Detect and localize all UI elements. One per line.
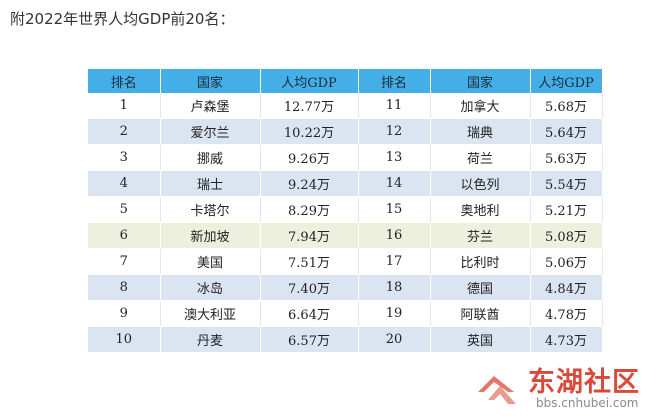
cell-country: 英国 [430,326,531,353]
header-country: 国家 [160,69,261,93]
donghu-logo-icon [478,376,516,404]
cell-country: 美国 [160,248,261,275]
cell-country: 新加坡 [160,222,261,249]
cell-rank: 14 [358,170,431,197]
cell-rank: 13 [358,144,431,171]
table-row: 10 丹麦 6.57万 20 英国 4.73万 [88,326,603,353]
cell-country: 比利时 [430,248,531,275]
cell-rank: 19 [358,300,431,327]
cell-gdp: 4.73万 [530,326,603,353]
cell-country: 爱尔兰 [160,118,261,145]
cell-rank: 8 [88,274,161,301]
cell-gdp: 6.57万 [260,326,359,353]
site-watermark: 东湖社区 bbs.cnhubei.com [474,360,660,414]
cell-rank: 18 [358,274,431,301]
cell-gdp: 5.08万 [530,222,603,249]
cell-country: 奥地利 [430,196,531,223]
cell-gdp: 5.63万 [530,144,603,171]
cell-gdp: 10.22万 [260,118,359,145]
cell-gdp: 8.29万 [260,196,359,223]
header-country-2: 国家 [430,69,531,93]
header-rank-2: 排名 [358,69,431,93]
cell-gdp: 5.68万 [530,93,603,119]
cell-country: 德国 [430,274,531,301]
cell-rank: 15 [358,196,431,223]
cell-rank: 20 [358,326,431,353]
cell-country: 瑞典 [430,118,531,145]
cell-rank: 4 [88,170,161,197]
cell-gdp: 9.24万 [260,170,359,197]
cell-country: 芬兰 [430,222,531,249]
cell-gdp: 6.64万 [260,300,359,327]
cell-gdp: 4.84万 [530,274,603,301]
cell-country: 冰岛 [160,274,261,301]
cell-rank: 17 [358,248,431,275]
cell-rank: 10 [88,326,161,353]
table-row: 4 瑞士 9.24万 14 以色列 5.54万 [88,170,603,197]
header-gdp: 人均GDP [260,69,359,93]
cell-country: 瑞士 [160,170,261,197]
cell-country: 阿联酋 [430,300,531,327]
table-row: 6 新加坡 7.94万 16 芬兰 5.08万 [88,222,603,249]
cell-rank: 11 [358,93,431,119]
watermark-url: bbs.cnhubei.com [536,396,639,410]
cell-country: 挪威 [160,144,261,171]
cell-country: 荷兰 [430,144,531,171]
cell-gdp: 5.21万 [530,196,603,223]
cell-rank: 9 [88,300,161,327]
header-rank: 排名 [88,69,161,93]
cell-country: 丹麦 [160,326,261,353]
cell-gdp: 7.51万 [260,248,359,275]
cell-gdp: 7.40万 [260,274,359,301]
cell-rank: 12 [358,118,431,145]
table-row: 3 挪威 9.26万 13 荷兰 5.63万 [88,144,603,171]
cell-gdp: 5.54万 [530,170,603,197]
gdp-table-container: 排名 国家 人均GDP 排名 国家 人均GDP 1 卢森堡 12.77万 11 … [88,69,603,356]
cell-gdp: 5.06万 [530,248,603,275]
intro-text: 附2022年世界人均GDP前20名： [10,10,235,28]
cell-gdp: 7.94万 [260,222,359,249]
cell-country: 以色列 [430,170,531,197]
cell-country: 澳大利亚 [160,300,261,327]
cell-gdp: 5.64万 [530,118,603,145]
table-row: 5 卡塔尔 8.29万 15 奥地利 5.21万 [88,196,603,223]
table-row: 7 美国 7.51万 17 比利时 5.06万 [88,248,603,275]
cell-rank: 3 [88,144,161,171]
table-row: 2 爱尔兰 10.22万 12 瑞典 5.64万 [88,118,603,145]
watermark-name: 东湖社区 [528,367,640,398]
cell-rank: 16 [358,222,431,249]
cell-gdp: 9.26万 [260,144,359,171]
table-header-row: 排名 国家 人均GDP 排名 国家 人均GDP [88,69,603,93]
table-row: 8 冰岛 7.40万 18 德国 4.84万 [88,274,603,301]
table-row: 9 澳大利亚 6.64万 19 阿联酋 4.78万 [88,300,603,327]
gdp-ranking-table: 排名 国家 人均GDP 排名 国家 人均GDP 1 卢森堡 12.77万 11 … [88,69,603,353]
cell-gdp: 12.77万 [260,93,359,119]
cell-country: 卢森堡 [160,93,261,119]
cell-gdp: 4.78万 [530,300,603,327]
cell-country: 卡塔尔 [160,196,261,223]
cell-rank: 1 [88,93,161,119]
cell-rank: 6 [88,222,161,249]
cell-rank: 7 [88,248,161,275]
cell-country: 加拿大 [430,93,531,119]
cell-rank: 5 [88,196,161,223]
cell-rank: 2 [88,118,161,145]
header-gdp-2: 人均GDP [530,69,603,93]
table-row: 1 卢森堡 12.77万 11 加拿大 5.68万 [88,93,603,119]
